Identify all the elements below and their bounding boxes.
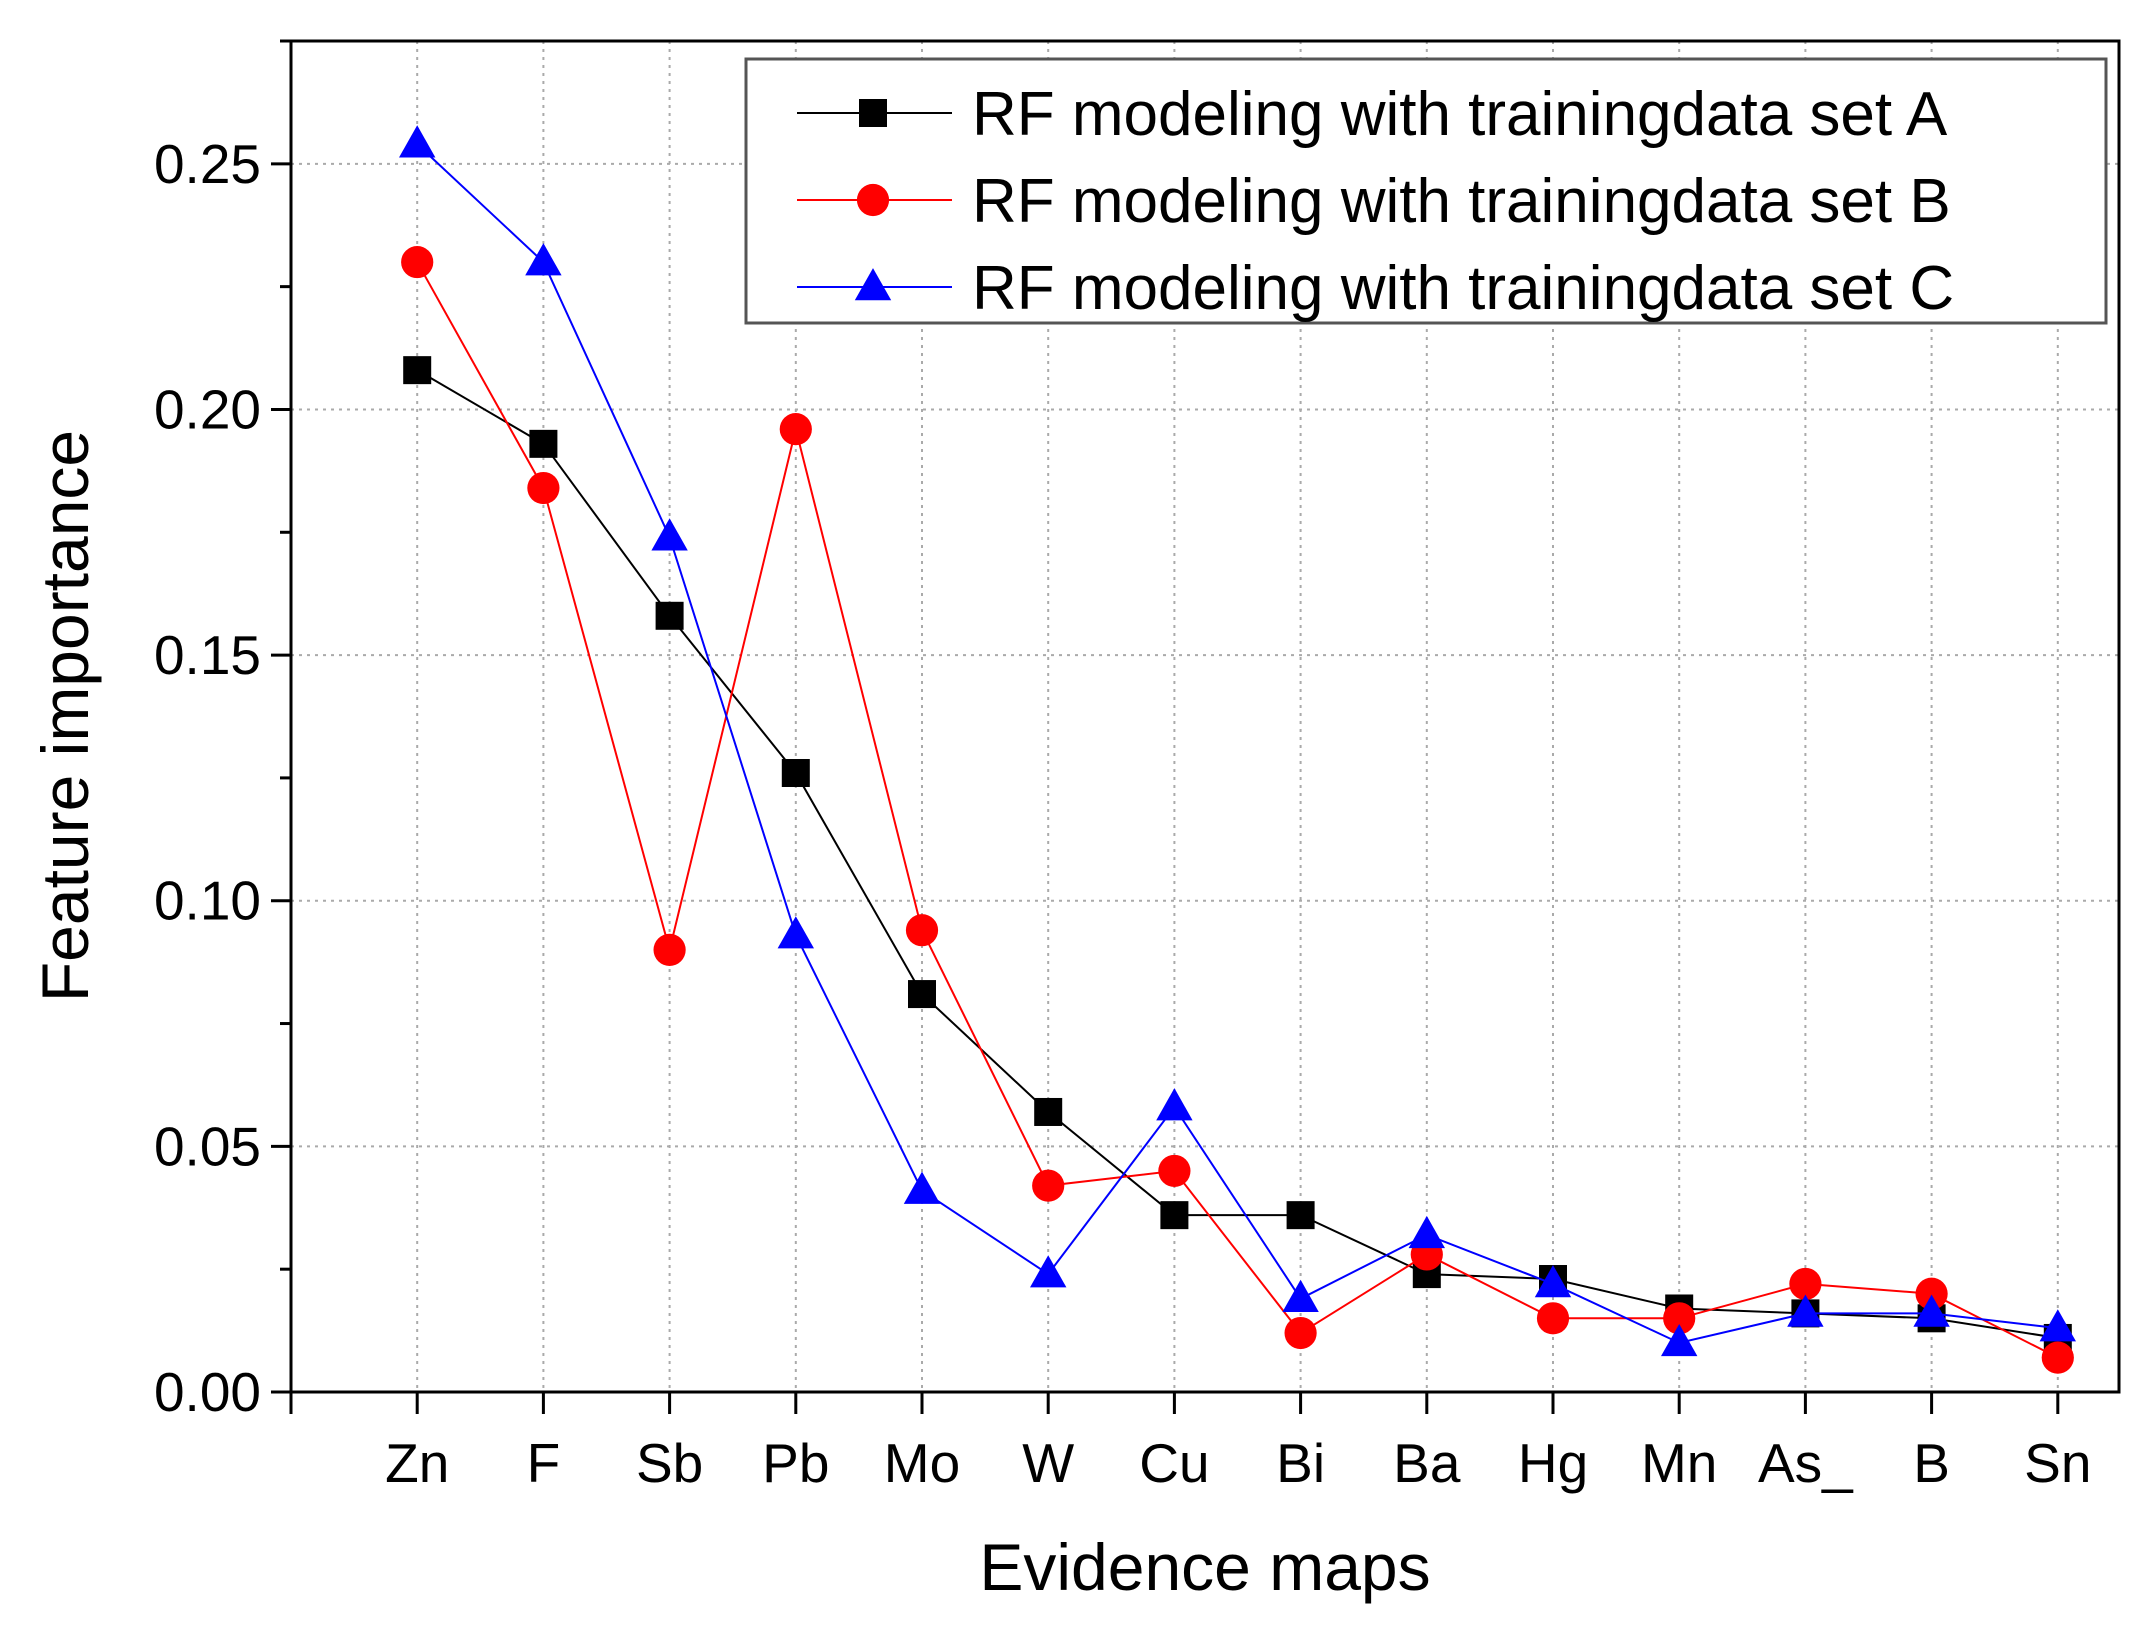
marker-square [1034, 1097, 1063, 1126]
marker-square [403, 356, 432, 385]
marker-circle [856, 183, 890, 217]
marker-circle [905, 914, 939, 947]
marker-square [781, 758, 810, 787]
series-b [401, 245, 2074, 1374]
y-tick-label: 0.25 [154, 133, 261, 195]
legend-label: RF modeling with trainingdata set A [972, 80, 1948, 149]
marker-triangle [854, 268, 892, 301]
x-tick-label: W [1022, 1432, 1074, 1494]
x-tick-label: Cu [1139, 1432, 1209, 1494]
y-tick-label: 0.05 [154, 1115, 261, 1177]
x-tick-label: Ba [1393, 1432, 1461, 1494]
marker-square [908, 980, 936, 1009]
marker-triangle [1661, 1323, 1698, 1357]
marker-circle [527, 471, 560, 505]
x-tick-label: Pb [762, 1432, 829, 1494]
marker-circle [401, 245, 434, 279]
marker-triangle [525, 243, 562, 276]
series-line [416, 261, 2059, 1359]
x-tick-label: Bi [1276, 1432, 1325, 1494]
y-tick-label: 0.10 [154, 870, 261, 932]
marker-circle [1284, 1316, 1317, 1350]
marker-square [859, 99, 887, 127]
legend-box [744, 57, 2108, 325]
marker-triangle [1282, 1279, 1319, 1312]
x-tick-label: Hg [1518, 1432, 1588, 1494]
x-tick-label: Zn [385, 1432, 449, 1494]
y-axis-title: Feature importance [28, 430, 102, 1002]
y-tick-label: 0.15 [154, 624, 261, 686]
x-tick-label: Mn [1641, 1432, 1717, 1494]
marker-triangle [1156, 1088, 1193, 1121]
marker-circle [1663, 1302, 1696, 1335]
series-line [416, 369, 2058, 1339]
series-group [399, 125, 2076, 1374]
marker-triangle [1913, 1294, 1950, 1327]
marker-triangle [903, 1171, 941, 1204]
marker-circle [779, 413, 812, 446]
legend-label: RF modeling with trainingdata set B [972, 167, 1951, 236]
x-tick-label: Sb [636, 1432, 703, 1494]
legend: RF modeling with trainingdata set A RF mo… [744, 57, 2108, 325]
x-tick-label: Sn [2024, 1432, 2091, 1494]
marker-triangle [1408, 1215, 1445, 1249]
axes: 0.00 0.05 0.10 0.15 0.20 0.25 Zn F Sb Pb Mo W Cu Bi Ba… [154, 39, 2121, 1494]
series-line [416, 143, 2058, 1344]
marker-square [529, 429, 558, 458]
x-tick-label: Mo [884, 1432, 960, 1494]
marker-triangle [2039, 1309, 2076, 1342]
marker-triangle [1787, 1294, 1824, 1327]
y-tick-label: 0.00 [154, 1361, 261, 1423]
marker-triangle [399, 125, 436, 158]
marker-circle [653, 933, 686, 966]
marker-circle [1915, 1277, 1948, 1310]
marker-circle [1789, 1267, 1822, 1301]
x-tick-label: As_ [1758, 1432, 1854, 1494]
series-c [399, 125, 2076, 1357]
marker-circle [1158, 1154, 1191, 1188]
marker-circle [1536, 1302, 1570, 1335]
marker-circle [2041, 1341, 2074, 1374]
x-tick-label: F [527, 1432, 561, 1494]
marker-triangle [651, 518, 688, 551]
x-axis-title: Evidence maps [979, 1530, 1430, 1604]
x-tick-label: B [1913, 1432, 1950, 1494]
marker-triangle [777, 916, 814, 949]
marker-triangle [1534, 1265, 1572, 1298]
marker-square [1160, 1201, 1189, 1230]
legend-label: RF modeling with trainingdata set C [972, 254, 1954, 323]
marker-square [655, 601, 684, 630]
marker-triangle [1030, 1255, 1067, 1288]
marker-circle [1032, 1169, 1065, 1202]
y-tick-label: 0.20 [154, 378, 261, 440]
plot-frame [289, 39, 2121, 1394]
marker-square [1286, 1201, 1315, 1230]
